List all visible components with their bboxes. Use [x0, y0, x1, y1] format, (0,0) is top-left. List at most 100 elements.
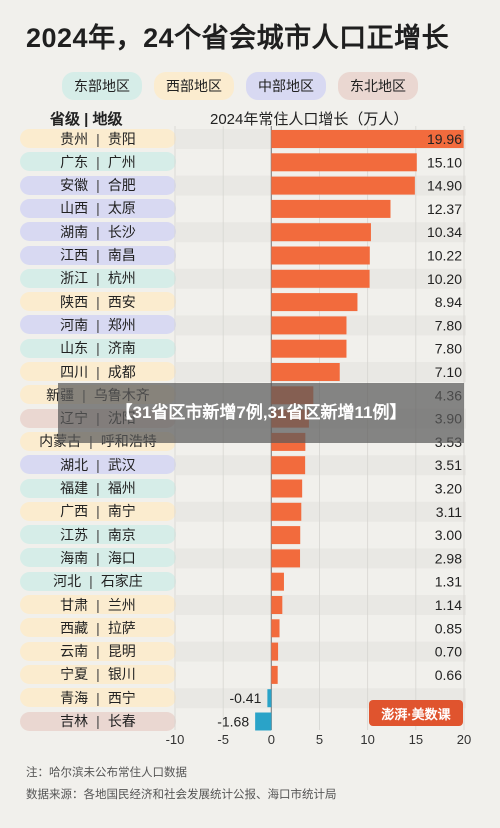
- bar: [271, 456, 306, 475]
- bar: [271, 246, 370, 265]
- province-name: 广西: [60, 503, 89, 520]
- bar: [271, 502, 302, 521]
- value-label: 1.31: [435, 574, 462, 590]
- column-header-chart: 2024年常住人口增长（万人）: [210, 111, 409, 128]
- province-name: 福建: [60, 480, 89, 496]
- row-label: 云南 | 昆明: [20, 641, 176, 661]
- city-name: 郑州: [107, 316, 136, 333]
- city-name: 南宁: [107, 503, 136, 520]
- value-label: 15.10: [427, 154, 462, 170]
- separator: |: [96, 270, 100, 287]
- row-stripe: [176, 641, 466, 662]
- value-label: 7.80: [435, 317, 462, 333]
- value-label: 3.11: [436, 504, 462, 520]
- province-name: 广东: [60, 153, 89, 170]
- separator: |: [96, 456, 100, 473]
- bar: [271, 363, 340, 381]
- separator: |: [96, 713, 100, 729]
- separator: |: [96, 666, 100, 683]
- city-name: 南昌: [107, 247, 136, 263]
- province-name: 山西: [60, 200, 89, 217]
- city-name: 成都: [107, 363, 136, 380]
- footnote: 注：哈尔滨未公布常住人口数据: [26, 767, 187, 779]
- value-label: -1.68: [217, 714, 249, 730]
- city-name: 银川: [107, 666, 136, 683]
- row-label: 江苏 | 南京: [20, 525, 176, 545]
- legend-east: 东部地区: [62, 72, 142, 100]
- row-stripe: [176, 478, 466, 499]
- separator: |: [96, 293, 100, 310]
- row-label: 山西 | 太原: [20, 198, 176, 218]
- x-tick-label: 20: [457, 732, 471, 747]
- separator: |: [96, 130, 100, 147]
- separator: |: [96, 480, 100, 496]
- city-name: 海口: [107, 549, 136, 566]
- row-stripe: [176, 548, 466, 569]
- province-name: 安徽: [60, 177, 89, 194]
- separator: |: [96, 596, 100, 613]
- value-label: 3.20: [435, 481, 462, 497]
- bar: [271, 176, 415, 195]
- province-name: 江苏: [60, 526, 89, 543]
- city-name: 兰州: [107, 596, 136, 613]
- bar: [271, 316, 347, 335]
- row-label: 山东 | 济南: [20, 338, 176, 358]
- row-label: 广东 | 广州: [20, 152, 176, 172]
- city-name: 武汉: [107, 456, 136, 473]
- value-label: -0.41: [229, 690, 261, 706]
- separator: |: [96, 363, 100, 380]
- province-name: 湖南: [60, 223, 89, 240]
- legend-northeast: 东北地区: [338, 72, 418, 100]
- row-label: 青海 | 西宁: [20, 688, 176, 708]
- row-stripe: [176, 664, 466, 685]
- bar: [271, 223, 371, 242]
- separator: |: [96, 549, 100, 566]
- data-source: 数据来源：各地国民经济和社会发展统计公报、海口市统计局: [26, 789, 337, 801]
- bar: [271, 130, 464, 148]
- province-name: 河北: [53, 573, 82, 590]
- bar: [271, 199, 391, 218]
- x-tick-label: 15: [409, 732, 423, 747]
- separator: |: [96, 316, 100, 333]
- bar: [271, 596, 283, 614]
- province-name: 陕西: [60, 293, 89, 310]
- separator: |: [96, 200, 100, 217]
- separator: |: [96, 643, 100, 660]
- city-name: 合肥: [107, 177, 136, 194]
- publisher-watermark: 澎湃·美数课: [369, 700, 463, 726]
- city-name: 南京: [107, 526, 136, 543]
- row-label: 宁夏 | 银川: [20, 664, 176, 684]
- value-label: 14.90: [427, 178, 462, 194]
- bar: [271, 549, 301, 568]
- row-stripe: [176, 501, 466, 522]
- row-label: 河南 | 郑州: [20, 315, 176, 335]
- value-label: 19.96: [427, 131, 462, 147]
- province-name: 宁夏: [60, 666, 89, 683]
- legend-central: 中部地区: [246, 72, 326, 100]
- row-stripe: [176, 571, 466, 592]
- separator: |: [96, 340, 100, 357]
- value-label: 7.10: [435, 364, 462, 380]
- row-label: 福建 | 福州: [20, 478, 176, 498]
- bar: [271, 665, 278, 684]
- value-label: 10.22: [427, 248, 462, 264]
- legend-west: 西部地区: [154, 72, 234, 100]
- row-label: 江西 | 南昌: [20, 245, 176, 265]
- province-name: 青海: [60, 689, 89, 706]
- province-name: 西藏: [60, 619, 89, 636]
- x-tick-label: 10: [360, 732, 374, 747]
- bar: [271, 619, 280, 638]
- city-name: 杭州: [107, 270, 136, 287]
- city-name: 拉萨: [107, 619, 136, 636]
- value-label: 0.85: [435, 620, 462, 636]
- overlay-text: 【31省区市新增7例,31省区新增11例】: [115, 403, 407, 422]
- province-name: 贵州: [60, 130, 89, 147]
- row-label: 河北 | 石家庄: [20, 571, 176, 591]
- bar: [271, 293, 358, 312]
- province-name: 四川: [60, 363, 89, 380]
- value-label: 3.00: [435, 527, 462, 543]
- separator: |: [96, 153, 100, 170]
- row-label: 海南 | 海口: [20, 548, 176, 568]
- city-name: 长沙: [107, 223, 136, 240]
- row-stripe: [176, 618, 466, 639]
